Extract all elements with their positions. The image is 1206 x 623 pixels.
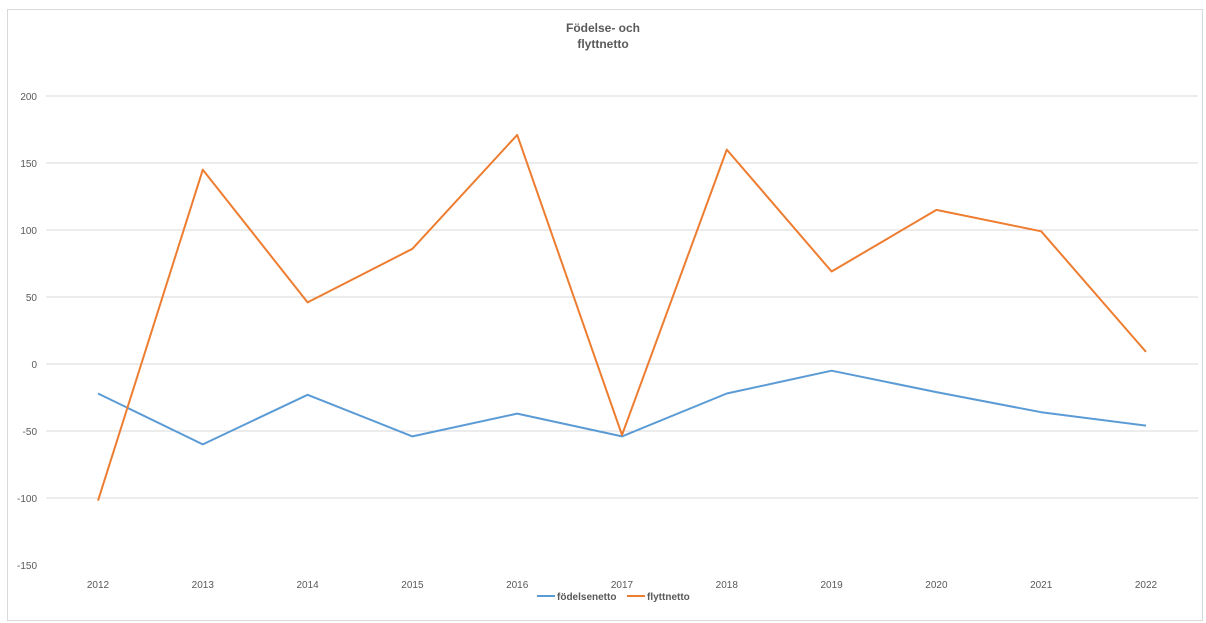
chart-title-line-1: Födelse- och (566, 21, 640, 35)
y-tick-label: -100 (17, 494, 37, 505)
legend-label-flyttnetto: flyttnetto (647, 592, 690, 603)
x-axis-ticks: 2012 2013 2014 2015 2016 2017 2018 2019 2020 2021… (87, 580, 1158, 591)
x-tick-label: 2016 (506, 580, 529, 591)
series-line-fodelsenetto (97, 369, 1147, 446)
chart-frame (7, 9, 1203, 621)
y-tick-label: 50 (26, 293, 38, 304)
y-tick-label: -50 (23, 427, 38, 438)
y-tick-label: 200 (20, 92, 37, 103)
legend-label-fodelsenetto: födelsenetto (557, 592, 616, 603)
legend: födelsenetto flyttnetto (537, 592, 690, 603)
y-tick-label: -150 (17, 561, 37, 572)
y-tick-label: 0 (31, 360, 37, 371)
x-tick-label: 2020 (925, 580, 948, 591)
x-tick-label: 2012 (87, 580, 110, 591)
chart-title-line-2: flyttnetto (577, 37, 628, 51)
y-tick-label: 150 (20, 159, 37, 170)
x-tick-label: 2014 (296, 580, 319, 591)
series-line-flyttnetto (97, 133, 1147, 502)
y-axis-ticks: 200 150 100 50 0 -50 -100 -150 (17, 92, 37, 572)
x-tick-label: 2022 (1135, 580, 1158, 591)
x-tick-label: 2013 (192, 580, 215, 591)
series-lines (97, 133, 1147, 502)
x-tick-label: 2015 (401, 580, 424, 591)
x-tick-label: 2021 (1030, 580, 1053, 591)
x-tick-label: 2018 (716, 580, 739, 591)
y-tick-label: 100 (20, 226, 37, 237)
x-tick-label: 2019 (820, 580, 843, 591)
gridlines (46, 95, 1198, 499)
x-tick-label: 2017 (611, 580, 634, 591)
